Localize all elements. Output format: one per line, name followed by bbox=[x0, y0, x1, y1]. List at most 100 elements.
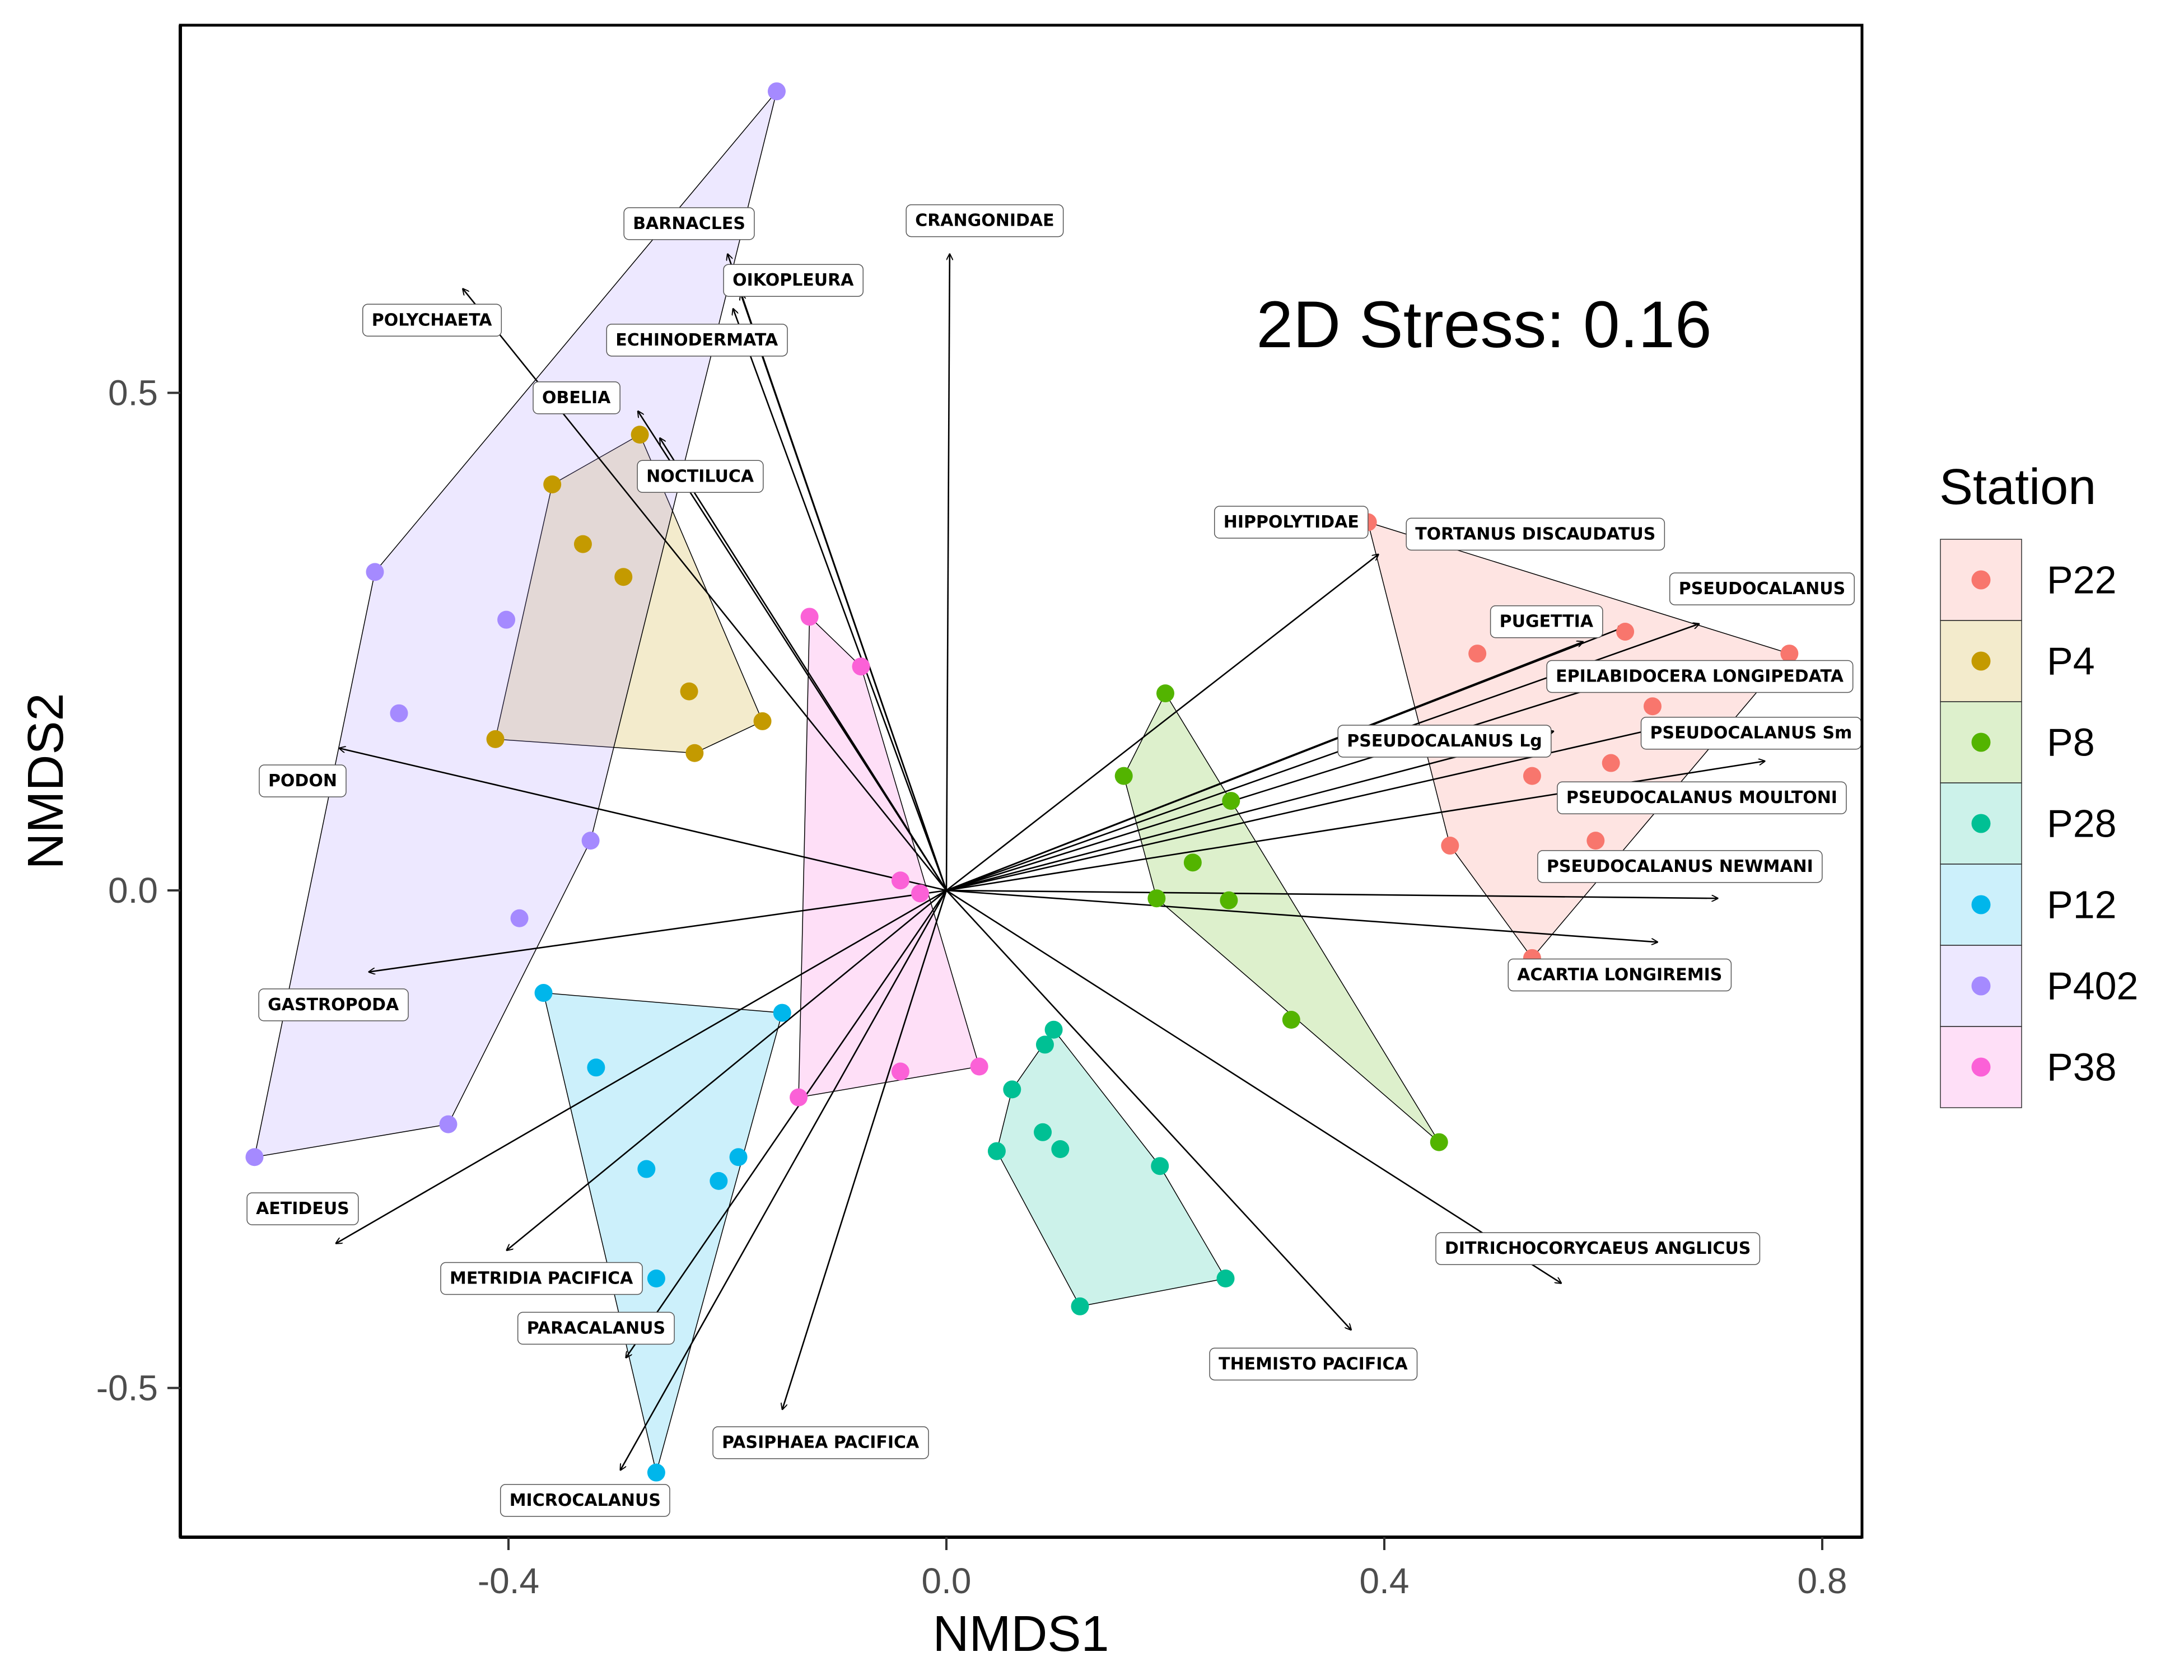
species-label-box bbox=[637, 460, 764, 493]
vector-arrow-echinodermata bbox=[733, 308, 948, 891]
vector-arrow-aetideus bbox=[335, 889, 947, 1244]
point-p8 bbox=[1282, 1011, 1300, 1029]
point-p38 bbox=[790, 1088, 808, 1107]
point-p28 bbox=[1151, 1157, 1169, 1175]
point-p4 bbox=[573, 535, 592, 553]
vector-arrow-themisto-pacifica bbox=[946, 890, 1351, 1330]
legend-item-p8: P8 bbox=[1940, 701, 2095, 783]
x-axis-title: NMDS1 bbox=[932, 1606, 1109, 1662]
point-p402 bbox=[245, 1148, 264, 1166]
point-p12 bbox=[710, 1172, 728, 1190]
vector-arrow-paracalanus bbox=[626, 890, 948, 1358]
hull-p402 bbox=[254, 91, 777, 1158]
species-label-noctiluca: NOCTILUCA bbox=[637, 460, 764, 493]
point-p8 bbox=[1114, 767, 1133, 785]
vector-arrow-pasiphaea-pacifica bbox=[782, 890, 948, 1410]
point-p12 bbox=[729, 1148, 748, 1166]
species-label-epilabidocera-longipedata: EPILABIDOCERA LONGIPEDATA bbox=[1546, 660, 1854, 693]
x-tick-label: -0.4 bbox=[478, 1561, 539, 1601]
vector-layer bbox=[335, 254, 1765, 1471]
point-p38 bbox=[891, 871, 909, 890]
point-p402 bbox=[390, 704, 408, 722]
legend-label: P12 bbox=[2047, 883, 2117, 927]
species-label-pseudocalanus-moultoni: PSEUDOCALANUS MOULTONI bbox=[1557, 781, 1847, 814]
hull-p12 bbox=[543, 992, 783, 1473]
point-p28 bbox=[987, 1142, 1006, 1160]
species-label-box bbox=[1557, 781, 1847, 814]
species-label-echinodermata: ECHINODERMATA bbox=[606, 324, 788, 357]
x-tick-label: 0.4 bbox=[1360, 1561, 1410, 1601]
point-p22 bbox=[1616, 622, 1635, 641]
point-p38 bbox=[970, 1057, 988, 1076]
vector-arrow-oikopleura bbox=[740, 293, 948, 891]
species-label-text: MICROCALANUS bbox=[510, 1491, 661, 1510]
species-label-pseudocalanus: PSEUDOCALANUS bbox=[1669, 572, 1855, 605]
vector-arrow-pseudocalanus-lg bbox=[946, 731, 1554, 892]
species-label-box bbox=[1214, 506, 1369, 539]
species-label-box bbox=[246, 1192, 359, 1225]
hull-p38 bbox=[798, 615, 980, 1098]
legend-label: P8 bbox=[2047, 721, 2095, 764]
species-label-box bbox=[712, 1426, 929, 1459]
species-label-box bbox=[533, 381, 620, 414]
vector-arrow-pugettia bbox=[946, 642, 1584, 892]
vector-arrow-pseudocalanus-newmani bbox=[946, 889, 1718, 898]
point-p4 bbox=[685, 744, 704, 762]
species-label-polychaeta: POLYCHAETA bbox=[362, 304, 502, 337]
species-label-text: OBELIA bbox=[542, 388, 611, 408]
species-label-text: DITRICHOCORYCAEUS ANGLICUS bbox=[1445, 1239, 1751, 1258]
legend-key-dot bbox=[1971, 976, 1991, 996]
species-label-box bbox=[1435, 1232, 1761, 1265]
species-label-text: PSEUDOCALANUS Sm bbox=[1650, 724, 1852, 743]
point-p4 bbox=[680, 682, 698, 701]
species-label-box bbox=[906, 204, 1064, 237]
species-label-text: OIKOPLEURA bbox=[732, 270, 854, 290]
hull-layer bbox=[254, 91, 1790, 1473]
species-label-themisto-pacifica: THEMISTO PACIFICA bbox=[1209, 1347, 1418, 1381]
point-p12 bbox=[773, 1004, 791, 1022]
species-label-text: PSEUDOCALANUS MOULTONI bbox=[1566, 788, 1837, 808]
point-p22 bbox=[1643, 697, 1662, 716]
point-p402 bbox=[510, 909, 529, 927]
species-label-box bbox=[440, 1262, 643, 1295]
species-label-text: POLYCHAETA bbox=[372, 310, 493, 330]
species-label-tortanus-discaudatus: TORTANUS DISCAUDATUS bbox=[1406, 517, 1665, 551]
point-p28 bbox=[1044, 1020, 1063, 1039]
point-p28 bbox=[1035, 1035, 1054, 1054]
vector-arrow-epilabidocera-longipedata bbox=[946, 682, 1614, 892]
legend-key-dot bbox=[1971, 651, 1991, 671]
species-label-text: AETIDEUS bbox=[256, 1199, 349, 1219]
vector-arrow-ditrichocorycaeus-anglicus bbox=[946, 889, 1562, 1284]
legend-item-p4: P4 bbox=[1940, 620, 2095, 702]
vector-arrow-metridia-pacifica bbox=[506, 889, 947, 1250]
species-label-box bbox=[1508, 958, 1732, 992]
species-label-box bbox=[623, 207, 755, 240]
point-p28 bbox=[1051, 1140, 1070, 1159]
species-label-box bbox=[1537, 850, 1823, 883]
legend-key-dot bbox=[1971, 1057, 1991, 1077]
point-p402 bbox=[767, 82, 786, 101]
point-p22 bbox=[1468, 645, 1487, 663]
species-label-paracalanus: PARACALANUS bbox=[517, 1312, 675, 1345]
species-label-microcalanus: MICROCALANUS bbox=[500, 1484, 670, 1517]
point-layer bbox=[245, 82, 1799, 1482]
species-label-gastropoda: GASTROPODA bbox=[258, 988, 409, 1021]
x-tick-label: 0.0 bbox=[922, 1561, 972, 1601]
legend-item-p12: P12 bbox=[1940, 864, 2117, 946]
legend-label: P22 bbox=[2047, 558, 2117, 602]
species-label-aetideus: AETIDEUS bbox=[246, 1192, 359, 1225]
point-p8 bbox=[1183, 853, 1202, 872]
species-label-hippolytidae: HIPPOLYTIDAE bbox=[1214, 506, 1369, 539]
legend-item-p402: P402 bbox=[1940, 945, 2138, 1027]
stress-annotation: 2D Stress: 0.16 bbox=[1256, 288, 1711, 362]
vector-arrow-gastropoda bbox=[368, 889, 947, 972]
species-label-text: HIPPOLYTIDAE bbox=[1224, 512, 1359, 532]
point-p4 bbox=[614, 568, 633, 586]
species-label-box bbox=[606, 324, 788, 357]
species-label-metridia-pacifica: METRIDIA PACIFICA bbox=[440, 1262, 643, 1295]
point-p402 bbox=[497, 610, 516, 629]
species-label-obelia: OBELIA bbox=[533, 381, 620, 414]
point-p4 bbox=[753, 712, 772, 730]
species-label-text: GASTROPODA bbox=[268, 995, 399, 1015]
species-label-box bbox=[259, 764, 347, 797]
